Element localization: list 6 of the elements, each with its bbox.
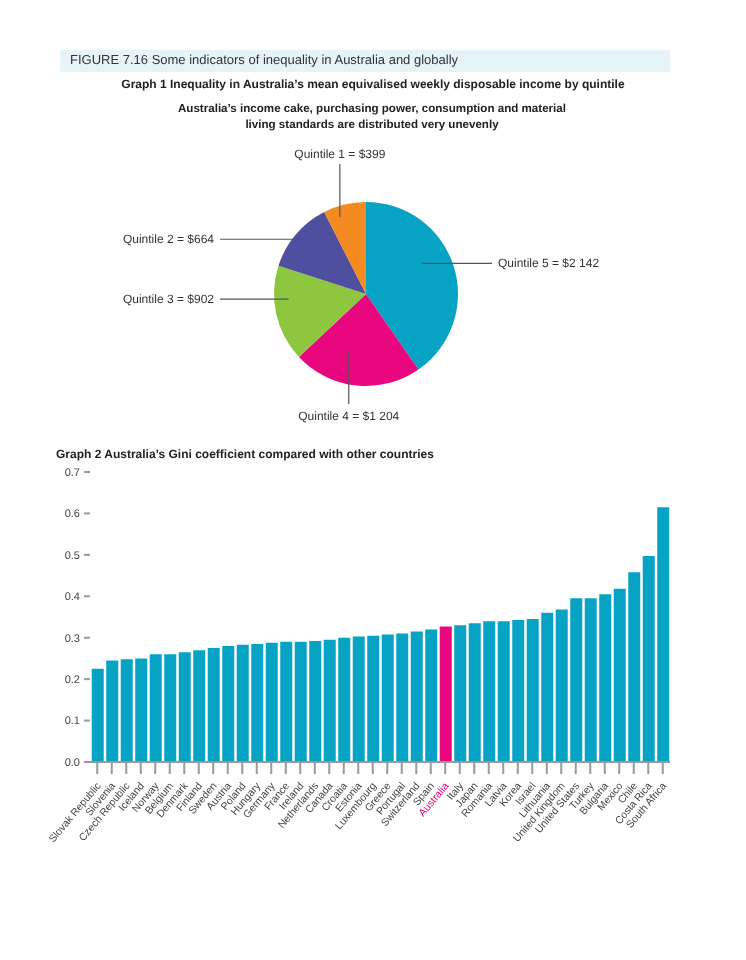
pie-slice [324,202,366,294]
pie-slice [278,212,366,294]
pie-slice [274,265,366,357]
pie-slice [366,202,458,370]
pie-slice [298,294,419,386]
bar [439,626,452,762]
